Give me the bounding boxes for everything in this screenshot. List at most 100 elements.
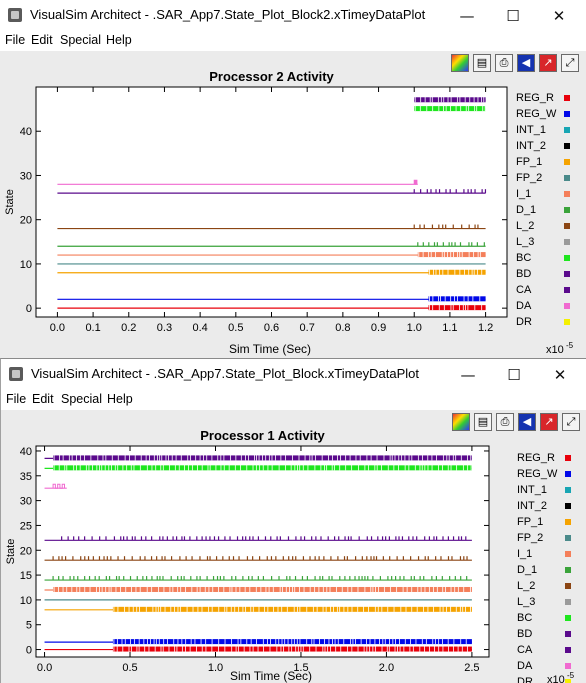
x-tick-label: 0.7 xyxy=(300,322,315,334)
reset-axes-icon[interactable]: ◀ xyxy=(518,413,536,431)
y-tick-label: 35 xyxy=(20,471,32,483)
save-icon[interactable]: ▤ xyxy=(473,54,491,72)
window-title: VisualSim Architect - .SAR_App7.State_Pl… xyxy=(31,366,420,381)
fullscreen-icon[interactable]: ⤢ xyxy=(562,413,580,431)
legend-swatch xyxy=(565,519,571,525)
fill-icon[interactable]: ↗ xyxy=(539,54,557,72)
legend-label: L_2 xyxy=(517,580,535,592)
y-tick-label: 40 xyxy=(20,126,32,138)
series-da xyxy=(57,179,418,185)
x-exponent-power: -5 xyxy=(567,671,575,680)
x-tick-label: 1.0 xyxy=(208,662,223,674)
save-icon[interactable]: ▤ xyxy=(474,413,492,431)
legend-label: DR xyxy=(516,316,532,328)
legend-swatch xyxy=(565,583,571,589)
menu-special[interactable]: Special xyxy=(60,33,101,47)
palette-icon[interactable] xyxy=(452,413,470,431)
series-bc xyxy=(414,105,486,112)
legend-swatch xyxy=(564,239,570,245)
legend-label: FP_1 xyxy=(516,156,542,168)
x-exponent-label: x10 xyxy=(546,344,564,356)
legend-swatch xyxy=(564,303,570,309)
fullscreen-icon[interactable]: ⤢ xyxy=(561,54,579,72)
series-reg-w xyxy=(44,638,472,645)
series-bd xyxy=(57,189,487,194)
menu-file[interactable]: File xyxy=(6,392,27,406)
x-tick-label: 0.2 xyxy=(121,322,136,334)
legend-label: I_1 xyxy=(517,548,532,560)
x-exponent-power: -5 xyxy=(566,341,574,350)
x-tick-label: 0.0 xyxy=(37,662,52,674)
legend-swatch xyxy=(564,319,570,325)
series-d-1 xyxy=(57,242,486,247)
x-tick-label: 1.1 xyxy=(442,322,457,334)
x-tick-label: 0.5 xyxy=(228,322,243,334)
legend-swatch xyxy=(564,191,570,197)
legend-swatch xyxy=(565,535,571,541)
menu-bar: File Edit Special Help xyxy=(1,390,586,410)
palette-icon[interactable] xyxy=(451,54,469,72)
x-tick-label: 0.5 xyxy=(122,662,137,674)
plot-area xyxy=(35,86,508,318)
chart-processor-2: Processor 2 Activity Sim Time (Sec) State x… xyxy=(4,69,574,356)
close-button[interactable]: ✕ xyxy=(553,365,567,384)
x-tick-label: 1.0 xyxy=(407,322,422,334)
series-activity-band xyxy=(112,639,472,645)
legend-label: L_3 xyxy=(517,596,535,608)
app-icon xyxy=(8,8,22,22)
menu-edit[interactable]: Edit xyxy=(32,392,54,406)
maximize-button[interactable]: ☐ xyxy=(506,6,520,25)
x-exponent-label: x10 xyxy=(547,674,565,683)
menu-help[interactable]: Help xyxy=(107,392,133,406)
legend-label: CA xyxy=(517,644,533,656)
title-bar: VisualSim Architect - .SAR_App7.State_Pl… xyxy=(1,359,586,390)
maximize-button[interactable]: ☐ xyxy=(507,365,521,384)
legend-label: L_2 xyxy=(516,220,534,232)
series-activity-steps xyxy=(413,179,418,185)
reset-axes-icon[interactable]: ◀ xyxy=(517,54,535,72)
x-tick-label: 0.1 xyxy=(85,322,100,334)
legend-label: INT_1 xyxy=(517,484,547,496)
legend-swatch xyxy=(564,223,570,229)
y-tick-label: 5 xyxy=(26,620,32,632)
legend-swatch xyxy=(564,207,570,213)
menu-special[interactable]: Special xyxy=(61,392,102,406)
series-da xyxy=(44,483,67,489)
legend-label: FP_1 xyxy=(517,516,543,528)
menu-bar: File Edit Special Help xyxy=(0,31,586,51)
minimize-button[interactable]: — xyxy=(460,365,476,384)
series-activity-band xyxy=(417,252,486,258)
y-tick-label: 10 xyxy=(20,259,32,271)
legend-swatch xyxy=(565,567,571,573)
legend-swatch xyxy=(564,159,570,165)
menu-help[interactable]: Help xyxy=(106,33,132,47)
title-bar: VisualSim Architect - .SAR_App7.State_Pl… xyxy=(0,0,586,31)
legend-swatch xyxy=(564,255,570,261)
legend-label: DR xyxy=(517,676,533,683)
print-icon[interactable]: ⎙ xyxy=(495,54,513,72)
series-activity-band xyxy=(53,465,472,471)
fill-icon[interactable]: ↗ xyxy=(540,413,558,431)
menu-file[interactable]: File xyxy=(5,33,26,47)
y-axis-label: State xyxy=(4,189,16,215)
series-fp-1 xyxy=(57,268,486,275)
legend-swatch xyxy=(565,503,571,509)
series-activity-band xyxy=(414,97,486,103)
series-reg-r xyxy=(57,304,486,311)
close-button[interactable]: ✕ xyxy=(552,6,566,25)
chart-title: Processor 2 Activity xyxy=(209,69,334,84)
app-icon xyxy=(9,367,23,381)
legend-label: L_3 xyxy=(516,236,534,248)
menu-edit[interactable]: Edit xyxy=(31,33,53,47)
series-activity-band xyxy=(53,586,472,592)
legend-swatch xyxy=(565,615,571,621)
plot-panel: ▤ ⎙ ◀ ↗ ⤢ Processor 1 Activity Sim Time (… xyxy=(1,410,586,683)
minimize-button[interactable]: — xyxy=(459,6,475,25)
x-tick-label: 2.5 xyxy=(464,662,479,674)
series-bc xyxy=(44,464,472,471)
legend-label: BC xyxy=(517,612,532,624)
x-tick-label: 0.4 xyxy=(192,322,207,334)
legend-label: BD xyxy=(517,628,532,640)
y-tick-label: 0 xyxy=(26,303,32,315)
print-icon[interactable]: ⎙ xyxy=(496,413,514,431)
